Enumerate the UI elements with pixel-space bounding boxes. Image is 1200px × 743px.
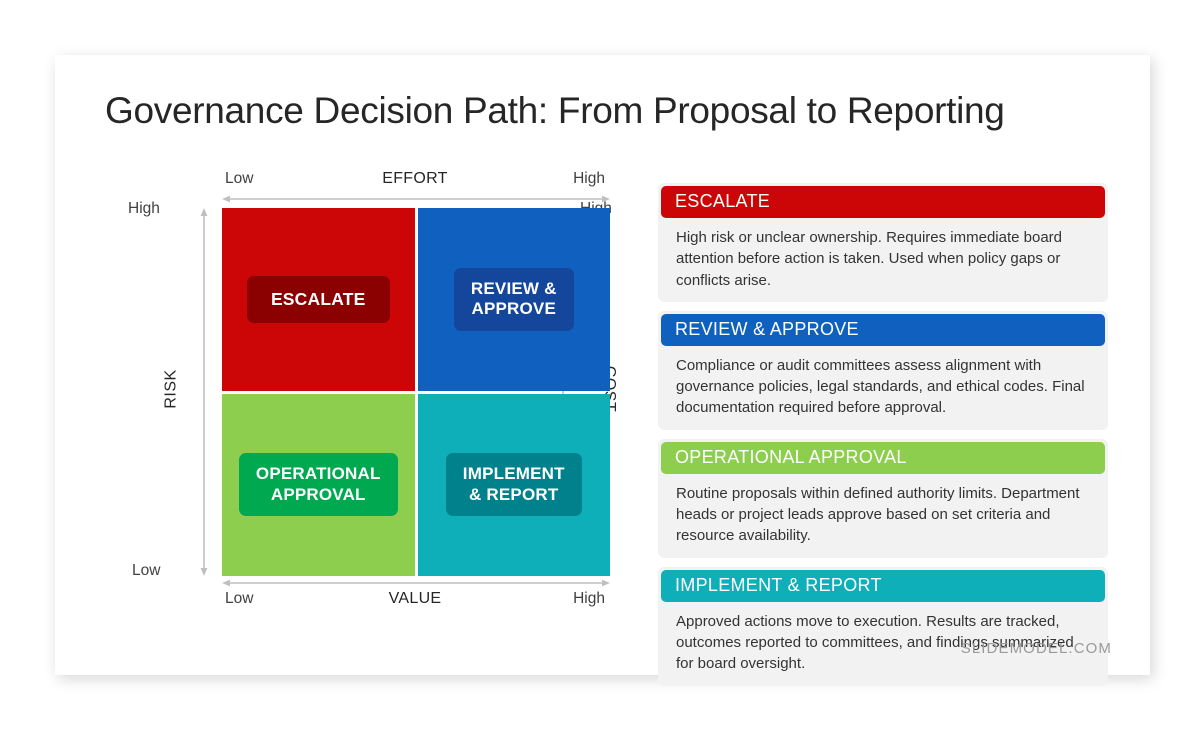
legend-card-review-approve-header: REVIEW & APPROVE [661,313,1105,346]
axis-bottom-value: Low VALUE High [225,590,605,612]
axis-top-high-label: High [573,170,605,187]
axis-left-low-label: Low [132,562,161,579]
legend-card-operational-approval-header: OPERATIONAL APPROVAL [661,441,1105,474]
page-title: Governance Decision Path: From Proposal … [105,90,1005,131]
legend-card-escalate-description: High risk or unclear ownership. Requires… [676,229,1063,289]
quadrant-review-approve[interactable]: REVIEW & APPROVE [417,208,610,391]
axis-top-effort: Low EFFORT High [225,170,605,192]
quadrant-escalate-label: ESCALATE [246,275,390,323]
axis-bottom-arrow-icon [222,578,610,588]
quadrant-operational-approval-label: OPERATIONAL APPROVAL [238,453,398,517]
quadrant-implement-report-label: IMPLEMENT & REPORT [445,453,582,517]
axis-bottom-high-label: High [573,590,605,607]
legend-card-implement-report[interactable]: IMPLEMENT & REPORT Approved actions move… [658,566,1108,686]
legend-card-review-approve-description: Compliance or audit committees assess al… [676,356,1085,417]
axis-left-name-label: RISK [162,369,180,409]
quadrant-implement-report[interactable]: IMPLEMENT & REPORT [417,393,610,576]
legend-card-escalate[interactable]: ESCALATE High risk or unclear ownership.… [658,183,1108,302]
legend-card-implement-report-description: Approved actions move to execution. Resu… [676,612,1074,673]
quadrant-review-approve-label: REVIEW & APPROVE [453,267,574,331]
legend-card-escalate-header: ESCALATE [661,186,1105,218]
quadrant-operational-approval[interactable]: OPERATIONAL APPROVAL [222,393,415,576]
axis-left-high-label: High [128,200,160,217]
quadrant-grid: ESCALATE REVIEW & APPROVE OPERATIONAL APPR… [222,208,610,576]
axis-bottom-name-label: VALUE [388,590,442,607]
legend-card-operational-approval-description: Routine proposals within defined authori… [676,484,1080,545]
axis-bottom-low-label: Low [225,590,254,607]
legend-card-implement-report-header: IMPLEMENT & REPORT [661,569,1105,602]
quadrant-matrix: Low EFFORT High High Low RISK [110,170,655,635]
footer-brand: SLIDEMODEL.COM [960,640,1112,657]
slide-canvas: Governance Decision Path: From Proposal … [55,55,1150,686]
legend-panel: ESCALATE High risk or unclear ownership.… [658,183,1108,695]
axis-top-name-label: EFFORT [382,170,448,187]
axis-left-arrow-icon [198,208,210,576]
axis-top-low-label: Low [225,170,254,187]
legend-card-review-approve[interactable]: REVIEW & APPROVE Compliance or audit com… [658,310,1108,430]
quadrant-escalate[interactable]: ESCALATE [222,208,415,391]
axis-top-arrow-icon [222,194,610,204]
legend-card-operational-approval[interactable]: OPERATIONAL APPROVAL Routine proposals w… [658,438,1108,558]
